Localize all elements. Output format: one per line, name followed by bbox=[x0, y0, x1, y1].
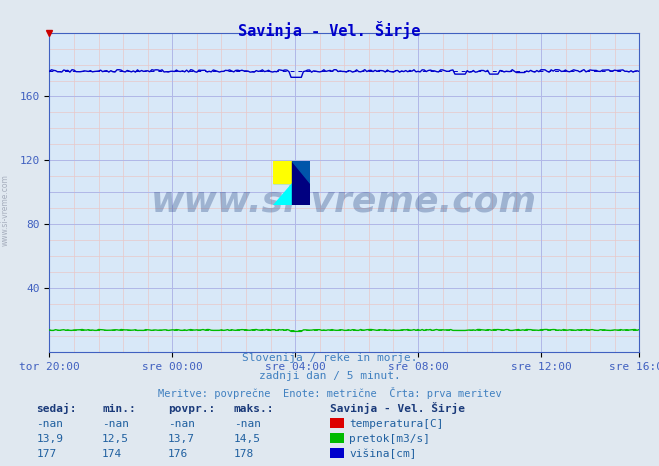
Text: -nan: -nan bbox=[102, 419, 129, 429]
Text: 12,5: 12,5 bbox=[102, 434, 129, 444]
Text: Slovenija / reke in morje.: Slovenija / reke in morje. bbox=[242, 353, 417, 363]
Text: višina[cm]: višina[cm] bbox=[349, 449, 416, 459]
Text: Savinja - Vel. Širje: Savinja - Vel. Širje bbox=[330, 403, 465, 414]
Text: 174: 174 bbox=[102, 449, 123, 459]
Text: 177: 177 bbox=[36, 449, 57, 459]
Text: pretok[m3/s]: pretok[m3/s] bbox=[349, 434, 430, 444]
Text: www.si-vreme.com: www.si-vreme.com bbox=[1, 174, 10, 246]
Text: -nan: -nan bbox=[36, 419, 63, 429]
Bar bbox=[291, 161, 310, 205]
Text: temperatura[C]: temperatura[C] bbox=[349, 419, 444, 429]
Text: Meritve: povprečne  Enote: metrične  Črta: prva meritev: Meritve: povprečne Enote: metrične Črta:… bbox=[158, 387, 501, 398]
Text: 178: 178 bbox=[234, 449, 254, 459]
Text: 13,9: 13,9 bbox=[36, 434, 63, 444]
Text: 14,5: 14,5 bbox=[234, 434, 261, 444]
Polygon shape bbox=[273, 161, 291, 183]
Polygon shape bbox=[273, 183, 291, 205]
Text: 13,7: 13,7 bbox=[168, 434, 195, 444]
Text: min.:: min.: bbox=[102, 404, 136, 414]
Text: zadnji dan / 5 minut.: zadnji dan / 5 minut. bbox=[258, 371, 401, 381]
Text: -nan: -nan bbox=[168, 419, 195, 429]
Text: -nan: -nan bbox=[234, 419, 261, 429]
Text: Savinja - Vel. Širje: Savinja - Vel. Širje bbox=[239, 21, 420, 39]
Text: www.si-vreme.com: www.si-vreme.com bbox=[152, 185, 537, 219]
Text: 176: 176 bbox=[168, 449, 188, 459]
Polygon shape bbox=[291, 161, 310, 183]
Text: povpr.:: povpr.: bbox=[168, 404, 215, 414]
Text: sedaj:: sedaj: bbox=[36, 404, 76, 414]
Text: maks.:: maks.: bbox=[234, 404, 274, 414]
Bar bbox=[273, 161, 291, 183]
